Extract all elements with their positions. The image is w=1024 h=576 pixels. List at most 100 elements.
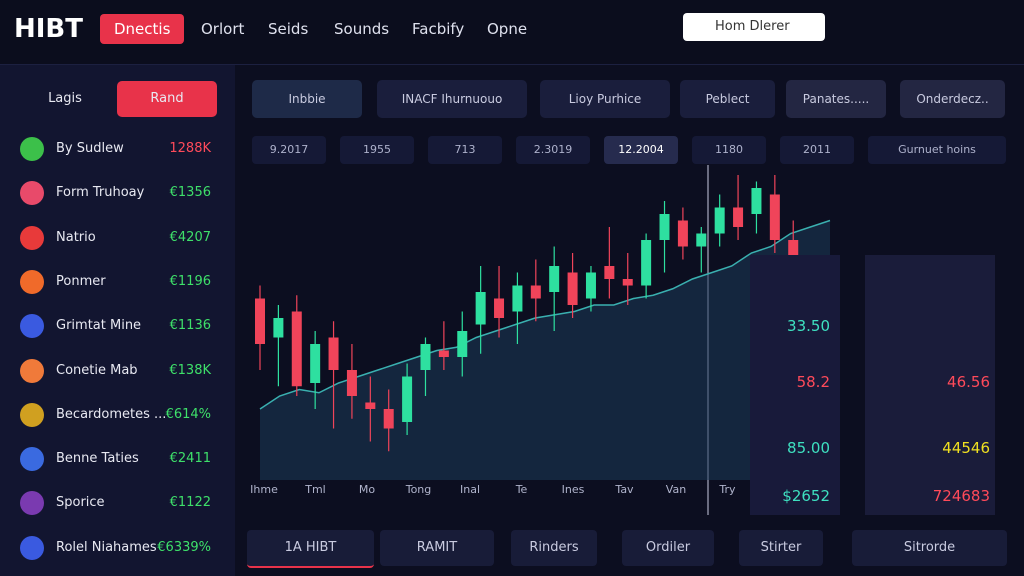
asset-row[interactable]: Ponmer €1196 <box>20 267 225 297</box>
sidebar-tab[interactable]: Lagis <box>48 91 82 106</box>
timeframe[interactable]: 12.2004 <box>604 136 678 164</box>
toolbar-button[interactable]: Onderdecz.. <box>900 80 1005 118</box>
candle-body <box>751 188 762 214</box>
asset-icon <box>20 225 44 250</box>
asset-value: €138K <box>169 362 211 378</box>
nav-item[interactable]: Sounds <box>334 20 390 38</box>
asset-row[interactable]: By Sudlew 1288K <box>20 134 225 164</box>
panel-value: 33.50 <box>787 317 830 335</box>
asset-row[interactable]: Benne Taties €2411 <box>20 444 225 474</box>
x-tick-label: Mo <box>359 483 375 496</box>
toolbar-button[interactable]: Panates..... <box>786 80 886 118</box>
candle-body <box>438 350 449 357</box>
asset-name: Ponmer <box>56 273 106 289</box>
candle-body <box>641 240 652 286</box>
timeframe[interactable]: 2011 <box>780 136 854 164</box>
toolbar-button[interactable]: Peblect <box>680 80 775 118</box>
asset-value: €1122 <box>169 495 211 511</box>
candle-body <box>512 285 523 312</box>
asset-row[interactable]: Becardometes ... €614% <box>20 400 225 430</box>
candle-body <box>494 298 505 318</box>
asset-icon <box>20 491 44 516</box>
asset-name: Sporice <box>56 495 105 511</box>
asset-value: €614% <box>165 406 211 422</box>
asset-row[interactable]: Form Truhoay €1356 <box>20 178 225 208</box>
candle-body <box>310 344 321 383</box>
timeframe[interactable]: 1180 <box>692 136 766 164</box>
asset-value: €6339% <box>157 539 211 555</box>
candle-body <box>457 331 468 357</box>
asset-icon <box>20 402 44 427</box>
sidebar-tab[interactable]: Rand <box>117 81 217 117</box>
bottom-button[interactable]: RAMIT <box>380 530 494 566</box>
chart: Ihme Tml Mo Tong Inal Te Ines Tav Van Try <box>250 165 835 515</box>
candle-body <box>530 285 541 299</box>
toolbar-button[interactable]: Lioy Purhice <box>540 80 670 118</box>
timeframe[interactable]: Gurnuet hoins <box>868 136 1006 164</box>
asset-icon <box>20 181 44 206</box>
logo: HIBT <box>14 14 83 44</box>
asset-row[interactable]: Sporice €1122 <box>20 488 225 518</box>
asset-name: Natrio <box>56 229 96 245</box>
nav-item[interactable]: Opne <box>487 20 528 38</box>
x-tick-label: Try <box>718 483 736 496</box>
asset-icon <box>20 269 44 294</box>
bottom-button[interactable]: Ordiler <box>622 530 714 566</box>
candle-body <box>714 207 725 234</box>
side-panel <box>865 255 995 515</box>
candle-body <box>475 292 486 325</box>
nav-item[interactable]: Orlort <box>201 20 245 38</box>
asset-icon <box>20 137 44 161</box>
toolbar-button[interactable]: Inbbie <box>252 80 362 118</box>
asset-icon <box>20 535 44 560</box>
timeframe[interactable]: 2.3019 <box>516 136 590 164</box>
bottom-button[interactable]: Rinders <box>511 530 597 566</box>
candle-body <box>255 298 265 344</box>
asset-row[interactable]: Rolel Niahames €6339% <box>20 533 225 563</box>
candle-body <box>567 272 578 305</box>
candle-body <box>383 409 394 429</box>
panel-value: $2652 <box>782 487 830 505</box>
x-tick-label: Van <box>666 483 686 496</box>
candle-body <box>365 402 376 409</box>
asset-value: €1196 <box>169 273 211 289</box>
candle-body <box>733 207 744 227</box>
area <box>260 220 830 480</box>
bottom-button[interactable]: Stirter <box>739 530 823 566</box>
timeframe[interactable]: 1955 <box>340 136 414 164</box>
toolbar-button[interactable]: INACF Ihurnuouo <box>377 80 527 118</box>
panel-value: 724683 <box>932 487 990 505</box>
nav-item[interactable]: Facbify <box>412 20 465 38</box>
candle-body <box>549 266 560 292</box>
x-tick-label: Ihme <box>250 483 278 496</box>
bottom-button[interactable]: 1A HIBT <box>247 530 374 568</box>
bottom-button[interactable]: Sitrorde <box>852 530 1007 566</box>
panel-value: 46.56 <box>947 373 990 391</box>
asset-row[interactable]: Conetie Mab €138K <box>20 356 225 386</box>
nav-item[interactable]: Seids <box>268 20 309 38</box>
asset-icon <box>20 447 44 472</box>
timeframe[interactable]: 9.2017 <box>252 136 326 164</box>
candle-body <box>769 194 780 240</box>
asset-name: Benne Taties <box>56 451 139 467</box>
candle-body <box>622 279 633 286</box>
search-box[interactable]: Hom Dlerer <box>683 13 825 41</box>
asset-value: 1288K <box>169 141 211 156</box>
asset-name: Conetie Mab <box>56 362 138 378</box>
asset-name: Grimtat Mine <box>56 318 142 334</box>
asset-value: €2411 <box>169 451 211 467</box>
asset-name: By Sudlew <box>56 141 124 156</box>
x-tick-label: Ines <box>562 483 585 496</box>
asset-value: €1356 <box>169 185 211 201</box>
panel-value: 85.00 <box>787 439 830 457</box>
asset-value: €1136 <box>169 318 211 334</box>
x-tick-label: Tml <box>304 483 326 496</box>
asset-row[interactable]: Natrio €4207 <box>20 223 225 253</box>
timeframe[interactable]: 713 <box>428 136 502 164</box>
candle-body <box>291 311 302 387</box>
nav-item[interactable]: Dnectis <box>100 14 185 44</box>
asset-row[interactable]: Grimtat Mine €1136 <box>20 311 225 341</box>
x-tick-label: Inal <box>460 483 480 496</box>
side-panel <box>750 255 840 515</box>
